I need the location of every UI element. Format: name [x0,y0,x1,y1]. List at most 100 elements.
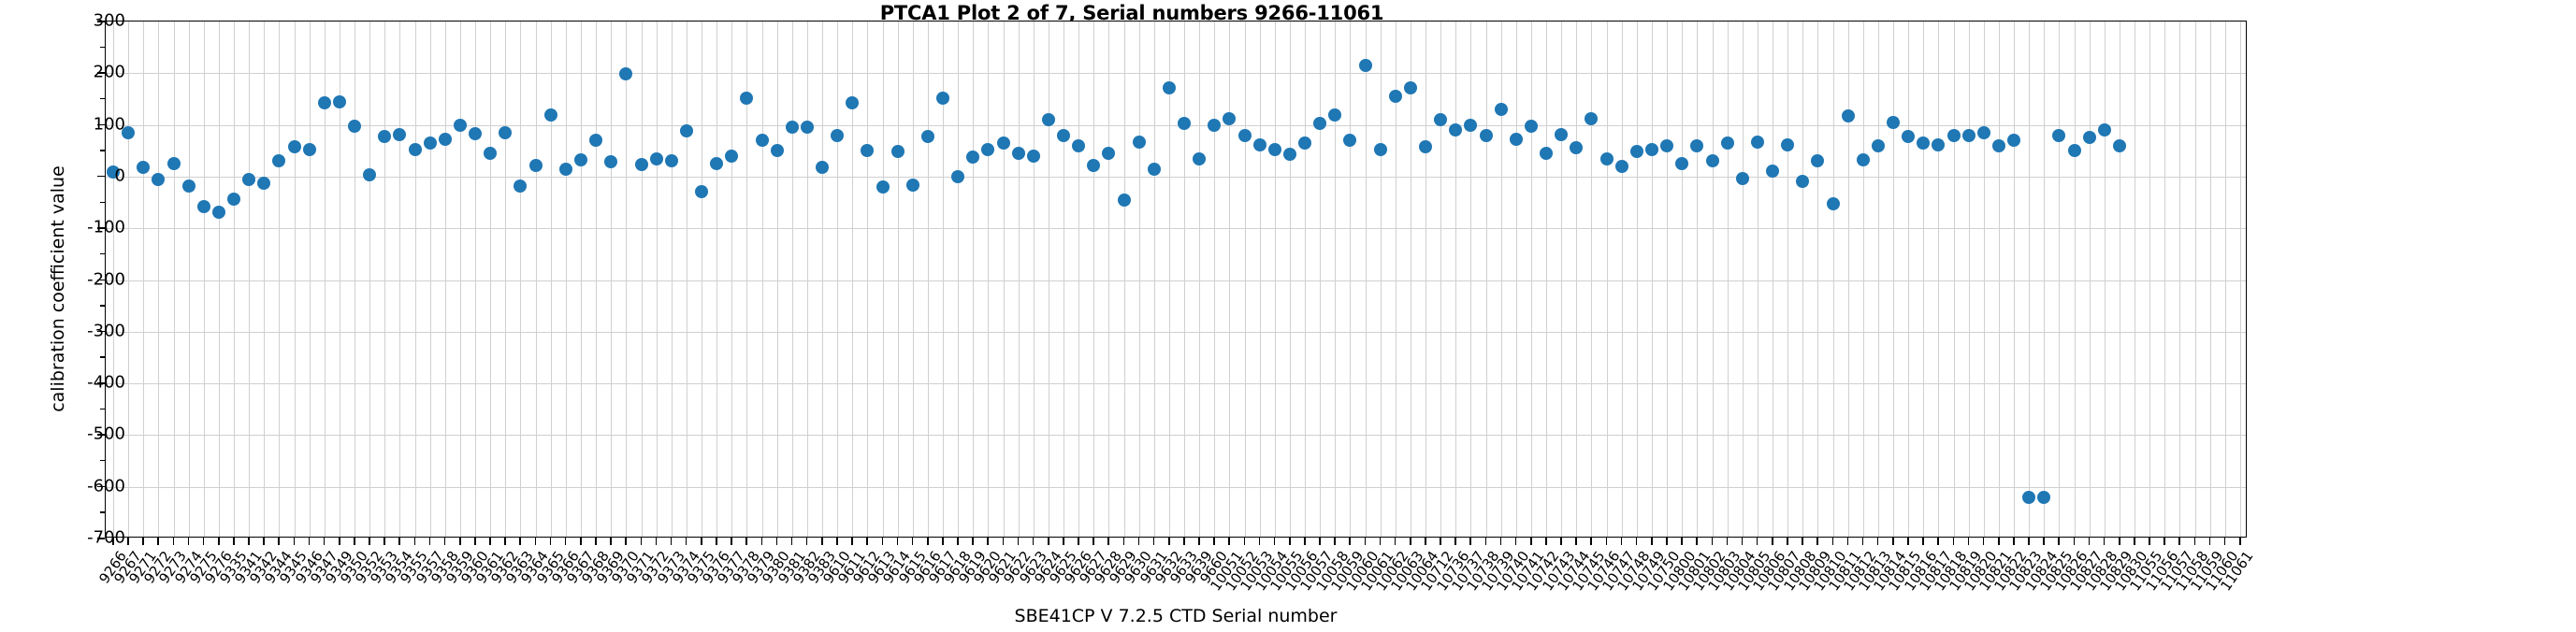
x-axis-tick [2103,538,2106,545]
x-axis-tick [987,538,989,545]
gridline-vertical [2179,22,2181,537]
data-point [861,144,875,158]
gridline-vertical [1953,22,1955,537]
x-axis-tick [2043,538,2045,545]
x-axis-tick [519,538,522,545]
gridline-vertical [2044,22,2046,537]
gridline-vertical [1877,22,1879,537]
gridline-vertical [1395,22,1397,537]
data-point [499,125,513,139]
x-axis-tick [851,538,853,545]
x-axis-tick [1952,538,1955,545]
x-axis-tick [2193,538,2196,545]
y-axis-tick-label: -700 [87,527,125,548]
x-axis-tick [2028,538,2030,545]
data-point [1298,136,1312,150]
data-point [785,121,799,135]
x-axis-tick [1741,538,1744,545]
data-point [1570,141,1584,155]
gridline-vertical [927,22,929,537]
x-axis-tick [896,538,899,545]
x-axis-tick [2073,538,2076,545]
x-axis-tick [534,538,537,545]
x-axis-tick [1772,538,1773,545]
gridline-vertical [520,22,522,537]
y-axis-tick [97,175,105,178]
x-axis-tick [1183,538,1185,545]
gridline-vertical [1380,22,1382,537]
x-axis-tick [1666,538,1668,545]
y-axis-tick [97,227,105,229]
x-axis-tick [2238,538,2241,545]
gridline-vertical [776,22,778,537]
data-point [619,67,633,81]
gridline-vertical [1365,22,1367,537]
data-point [890,145,904,159]
x-axis-tick [369,538,370,545]
gridline-vertical [158,22,160,537]
gridline-horizontal [106,124,2246,126]
data-point [1494,103,1508,116]
y-axis-minor-tick [100,46,105,49]
gridline-vertical [1682,22,1684,537]
x-axis-tick [1198,538,1200,545]
gridline-vertical [912,22,914,537]
x-axis-tick [640,538,643,545]
plot-area [105,21,2247,538]
data-point [816,160,830,174]
x-axis-tick [2223,538,2226,545]
x-axis-tick [458,538,461,545]
data-point [966,150,980,164]
x-axis-tick [1696,538,1698,545]
gridline-vertical [1138,22,1140,537]
x-axis-tick [1590,538,1593,545]
y-axis-tick-label: 200 [93,62,125,82]
x-axis-tick [217,538,220,545]
x-axis-tick [1469,538,1472,545]
data-point [740,91,754,105]
gridline-vertical [1305,22,1307,537]
data-point [1358,59,1372,72]
gridline-vertical [505,22,507,537]
x-axis-tick [911,538,914,545]
y-axis-label: calibration coefficient value [48,165,68,412]
x-axis-tick [489,538,491,545]
data-point [423,136,437,150]
x-axis-tick [1514,538,1517,545]
gridline-vertical [2029,22,2031,537]
x-axis-tick [1922,538,1924,545]
gridline-vertical [641,22,643,537]
gridline-vertical [1893,22,1895,537]
gridline-vertical [1862,22,1864,537]
gridline-vertical [475,22,477,537]
y-axis-tick-label: -600 [87,476,125,496]
x-axis-tick [504,538,506,545]
data-point [1403,80,1417,94]
data-point [1313,116,1327,130]
gridline-vertical [2089,22,2091,537]
x-axis-tick [384,538,385,545]
gridline-vertical [943,22,945,537]
y-axis-tick [97,382,105,384]
x-axis-tick [775,538,778,545]
x-axis-tick [263,538,265,545]
gridline-vertical [1274,22,1276,537]
data-point [905,179,919,193]
x-axis-tick [1937,538,1939,545]
data-point [1660,138,1674,152]
y-axis-minor-tick [100,150,105,151]
gridline-vertical [716,22,718,537]
gridline-vertical [490,22,492,537]
gridline-vertical [384,22,386,537]
data-point [1585,111,1599,125]
y-axis-tick-label: -300 [87,321,125,341]
y-axis-minor-tick [100,252,105,255]
data-point [1555,127,1569,141]
data-point [981,142,995,156]
data-point [1388,90,1402,104]
y-axis-tick [97,72,105,74]
x-axis-tick [926,538,929,545]
data-point [287,139,301,153]
x-axis-tick [942,538,944,545]
gridline-vertical [279,22,281,537]
